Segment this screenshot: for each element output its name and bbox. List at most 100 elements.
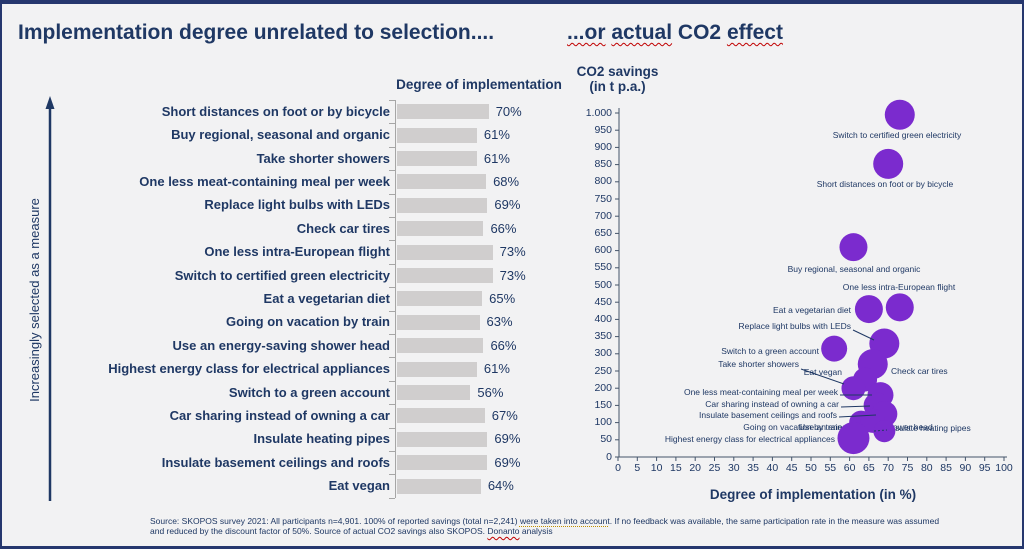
bar-category-label: Switch to certified green electricity — [174, 267, 390, 283]
footer-text-segment: Donanto — [487, 526, 520, 536]
y-tick-label: 850 — [594, 158, 612, 171]
scatter-point-label: One less meat-containing meal per week — [683, 387, 838, 397]
x-tick-label: 0 — [615, 462, 621, 474]
bar — [397, 174, 487, 190]
bar — [397, 408, 485, 424]
bar-value-label: 61% — [483, 361, 510, 377]
bar-value-label: 69% — [494, 197, 521, 213]
bar-value-label: 61% — [483, 150, 510, 166]
scatter-point-label: Insulate heating pipes — [888, 423, 971, 433]
footer-text-segment: . If no feedback was available, the same… — [609, 516, 940, 526]
bar-category-label: Eat a vegetarian diet — [263, 290, 390, 306]
footer-text-segment: analysis — [519, 526, 553, 536]
x-tick-label: 95 — [978, 462, 991, 474]
bar-category-label: Check car tires — [296, 220, 390, 236]
title-word: effect — [726, 21, 783, 44]
x-tick-label: 75 — [901, 462, 914, 474]
bar-value-label: 65% — [489, 290, 516, 306]
scatter-point-label: Insulate basement ceilings and roofs — [699, 410, 837, 420]
x-tick-label: 90 — [959, 462, 972, 474]
slide-title-left: Implementation degree unrelated to selec… — [18, 21, 495, 44]
bar-category-label: One less intra-European flight — [204, 244, 390, 260]
scatter-point-label: Going on vacation by train — [743, 422, 842, 432]
bar-value-label: 70% — [495, 103, 522, 119]
y-tick-label: 50 — [600, 433, 612, 446]
bar-axis-tick — [389, 263, 395, 265]
scatter-plot-area: 1.000 950 900 850 800 750 700 650 600 550 500 450 40… — [2, 4, 1022, 546]
bar — [397, 291, 483, 307]
x-tick-label: 20 — [689, 462, 702, 474]
scatter-point-label: Car sharing instead of owning a car — [705, 399, 839, 409]
bar — [397, 104, 489, 120]
scatter-point-label: Short distances on foot or by bicycle — [816, 179, 954, 189]
bar-chart-area: Short distances on foot or by bicycle 70%… — [2, 4, 1022, 546]
bar — [397, 244, 493, 260]
bar-category-label: Going on vacation by train — [226, 314, 390, 330]
bar-category-label: Eat vegan — [328, 478, 390, 494]
y-tick-label: 150 — [594, 398, 612, 411]
bar-axis-tick — [389, 123, 395, 125]
footer-text-segment: Source: SKOPOS survey 2021: All particip… — [150, 516, 520, 526]
y-tick-label: 700 — [594, 209, 612, 222]
scatter-y-axis-title-line2: (in t p.a.) — [589, 79, 646, 94]
x-tick-label: 85 — [940, 462, 952, 474]
bar — [397, 268, 493, 283]
bar-axis-tick — [389, 287, 395, 289]
bar-axis-tick — [389, 240, 395, 242]
bar-value-label: 63% — [486, 314, 513, 330]
y-tick-label: 900 — [594, 140, 612, 153]
bar-value-label: 69% — [494, 431, 521, 447]
scatter-point-label: Replace light bulbs with LEDs — [738, 321, 851, 331]
bar — [397, 221, 484, 237]
y-tick-label: 500 — [594, 278, 612, 291]
bar-axis-tick — [389, 380, 395, 382]
bar — [397, 455, 488, 471]
x-tick-label: 15 — [670, 462, 682, 474]
bar — [397, 338, 484, 354]
title-word: CO2 — [677, 21, 722, 44]
bar — [397, 151, 477, 166]
bar — [397, 478, 481, 494]
bar-value-label: 66% — [490, 220, 517, 236]
bar-category-label: Car sharing instead of owning a car — [169, 407, 390, 423]
scatter-y-axis-title: CO2 savings (in t p.a.) — [565, 64, 670, 94]
y-tick-label: 650 — [594, 226, 612, 239]
bar-value-label: 61% — [483, 127, 510, 143]
y-tick-label: 0 — [606, 450, 612, 463]
bar-category-label: Buy regional, seasonal and organic — [171, 127, 390, 143]
x-tick-label: 65 — [863, 462, 875, 474]
bar-value-label: 68% — [493, 173, 520, 189]
x-tick-label: 5 — [634, 462, 641, 474]
x-tick-label: 50 — [805, 462, 817, 474]
bar-category-label: One less meat-containing meal per week — [139, 173, 390, 189]
scatter-point-label: Switch to certified green electricity — [832, 130, 962, 140]
bar-category-label: Take shorter showers — [256, 150, 390, 166]
x-tick-label: 55 — [824, 462, 837, 474]
y-tick-label: 750 — [594, 192, 612, 205]
y-tick-label: 250 — [594, 364, 612, 377]
footer-source-line1: Source: SKOPOS survey 2021: All particip… — [150, 516, 940, 527]
title-word: actual — [611, 21, 673, 44]
scatter-point-label: Take shorter showers — [718, 359, 799, 369]
scatter-point-label: Switch to a green account — [721, 346, 819, 356]
y-tick-label: 600 — [594, 244, 612, 257]
bar-axis-tick — [389, 146, 395, 148]
bar-value-label: 56% — [477, 384, 504, 400]
x-tick-label: 60 — [843, 462, 856, 474]
y-tick-label: 350 — [594, 330, 612, 343]
scatter-y-axis-title-line1: CO2 savings — [576, 64, 659, 79]
x-tick-label: 10 — [650, 462, 663, 474]
x-tick-label: 45 — [785, 462, 798, 474]
bar-axis-tick — [389, 334, 395, 335]
x-tick-label: 30 — [727, 462, 740, 474]
bar-axis-line — [395, 100, 396, 498]
bar-chart-title: Degree of implementation — [396, 77, 562, 92]
bar — [397, 197, 488, 213]
scatter-point-label: Highest energy class for electrical appl… — [664, 434, 835, 444]
bar-axis-tick — [389, 451, 395, 452]
slide-title-right: ...or actual CO2 effect — [567, 21, 783, 45]
x-tick-label: 35 — [747, 462, 759, 474]
bar-value-label: 67% — [491, 407, 518, 423]
bar-value-label: 66% — [490, 337, 517, 353]
